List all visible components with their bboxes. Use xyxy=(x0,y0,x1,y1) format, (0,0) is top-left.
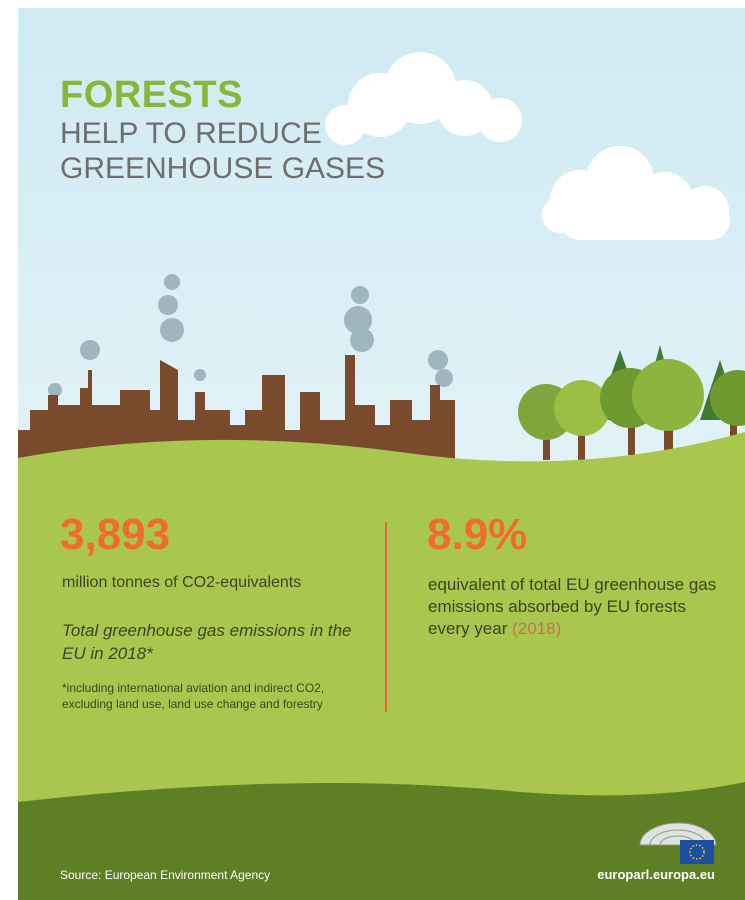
subtitle: GREENHOUSE GASES xyxy=(60,152,385,186)
subtitle: HELP TO REDUCE xyxy=(60,117,322,151)
title: FORESTS xyxy=(60,74,243,117)
footnote: *including international aviation and in… xyxy=(62,680,352,712)
stat-value: 8.9% xyxy=(427,510,527,560)
stat-unit: million tonnes of CO2-equivalents xyxy=(62,574,301,592)
site-url: europarl.europa.eu xyxy=(597,867,715,882)
source: Source: European Environment Agency xyxy=(60,868,270,882)
description-text: equivalent of total EU greenhouse gas em… xyxy=(428,575,716,638)
stat-year: (2018) xyxy=(512,619,561,638)
stat-description: Total greenhouse gas emissions in the EU… xyxy=(62,619,362,665)
stat-description: equivalent of total EU greenhouse gas em… xyxy=(428,574,718,640)
stat-value: 3,893 xyxy=(60,510,170,560)
ground-band xyxy=(18,782,745,900)
infographic: FORESTS HELP TO REDUCE GREENHOUSE GASES … xyxy=(0,0,745,900)
